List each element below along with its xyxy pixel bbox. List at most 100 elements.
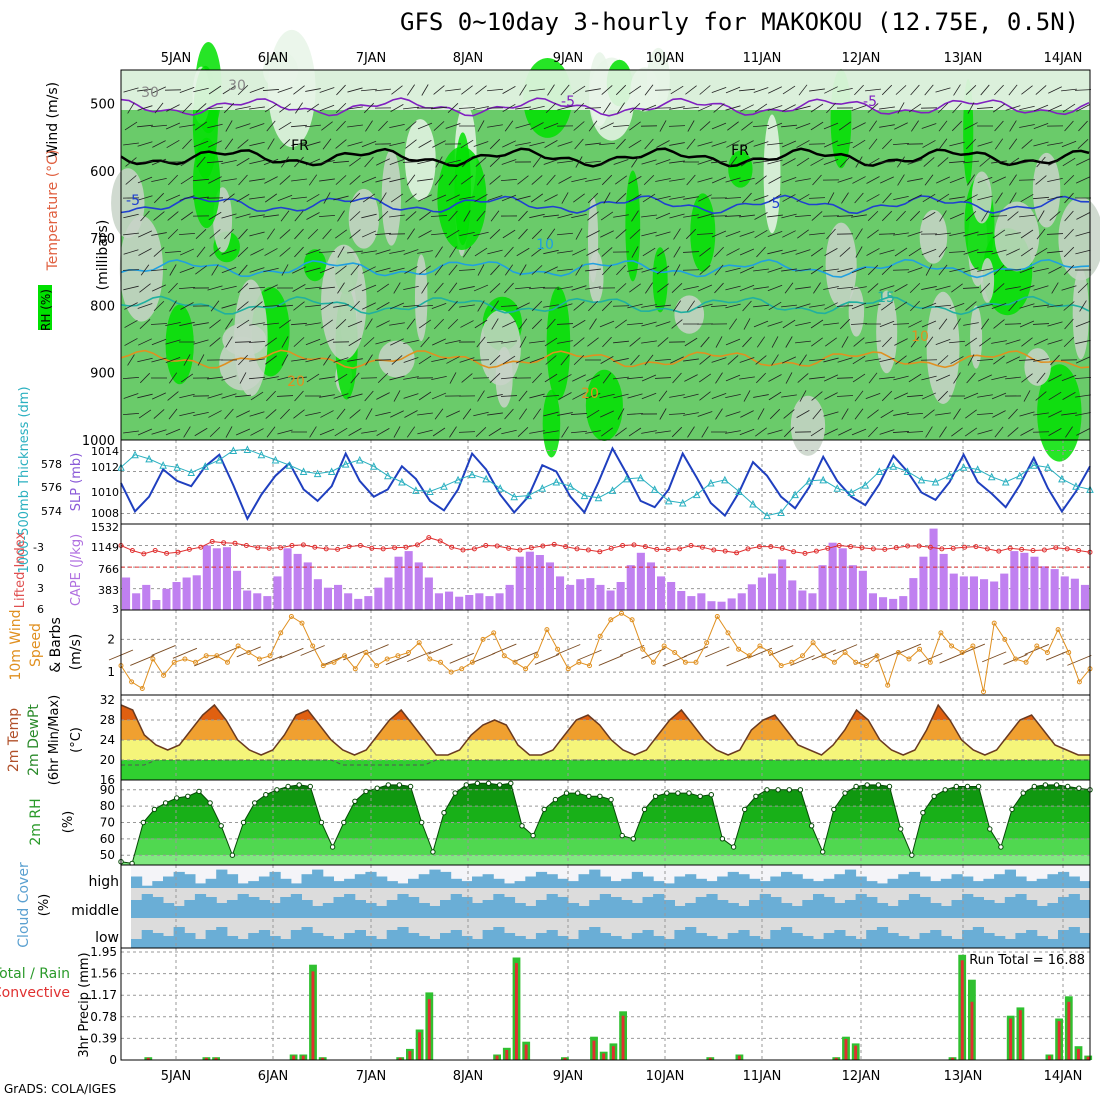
cloud-bar-low bbox=[791, 933, 803, 948]
wind-barb bbox=[909, 210, 921, 222]
wind-barb bbox=[193, 322, 209, 326]
cape-bar bbox=[455, 596, 464, 610]
wind-barb bbox=[390, 193, 404, 203]
cape-bar bbox=[323, 587, 332, 610]
slp-tick-label: 1014 bbox=[91, 445, 119, 458]
wind-barb bbox=[669, 106, 685, 110]
slp-tick-label: 1012 bbox=[91, 461, 119, 474]
wind-barb bbox=[893, 392, 909, 400]
cloud-bar-high bbox=[258, 876, 271, 888]
wind-barb bbox=[123, 232, 139, 236]
wind-barb bbox=[613, 393, 629, 399]
wind-barb bbox=[519, 336, 527, 348]
wind-barb bbox=[249, 214, 265, 218]
wind-barb bbox=[631, 210, 639, 222]
lifted-index-point bbox=[973, 544, 979, 550]
wind-barb bbox=[881, 390, 893, 402]
cloud-bar-high bbox=[1015, 876, 1027, 888]
cloud-bar-low bbox=[194, 939, 207, 948]
wind-barb bbox=[936, 193, 950, 203]
day-tick-label-bottom: 14JAN bbox=[1044, 1069, 1083, 1084]
wind-barb bbox=[907, 178, 923, 182]
wind-barb bbox=[601, 247, 613, 257]
wind-barb bbox=[701, 426, 709, 438]
wind-barb bbox=[795, 249, 811, 255]
cloud-bar-low bbox=[685, 927, 697, 948]
wind-barb bbox=[684, 374, 698, 382]
wind-barb bbox=[672, 372, 682, 384]
thickness-marker bbox=[777, 508, 785, 516]
cloud-bar-middle bbox=[706, 894, 718, 918]
wind-barb bbox=[515, 286, 531, 290]
wind-barb bbox=[418, 355, 432, 365]
wind-barb bbox=[571, 413, 587, 415]
cloud-bar-middle bbox=[759, 894, 771, 918]
temperature-tick-label: 16 bbox=[100, 773, 115, 787]
rh-point bbox=[407, 783, 414, 790]
wind-barb bbox=[977, 107, 993, 109]
wind-barb bbox=[237, 247, 249, 257]
wind-barb bbox=[197, 354, 205, 366]
wind-barb bbox=[347, 250, 363, 254]
thickness-marker bbox=[524, 491, 533, 500]
wind-barb bbox=[153, 300, 165, 312]
wind-barb bbox=[868, 426, 878, 438]
thickness-marker bbox=[482, 474, 490, 483]
lifted-index-point bbox=[779, 545, 785, 551]
cloud-bar-high bbox=[962, 876, 974, 888]
wind-speed-point bbox=[363, 650, 369, 655]
wind-barb bbox=[309, 426, 317, 438]
wind-barb bbox=[657, 283, 669, 293]
wind-barb bbox=[924, 84, 934, 96]
rh-point bbox=[274, 787, 280, 793]
wind-barb bbox=[811, 391, 823, 401]
wind-barb bbox=[305, 322, 321, 326]
thickness-marker bbox=[791, 490, 799, 499]
cloud-bar-low bbox=[173, 927, 185, 948]
isotherm-20 bbox=[120, 349, 1090, 370]
wind-speed-point bbox=[1066, 650, 1072, 655]
wind-barb bbox=[628, 176, 642, 184]
wind-speed-point bbox=[991, 620, 997, 626]
wind-speed-point bbox=[469, 659, 475, 665]
wind-barb bbox=[1077, 139, 1089, 149]
convective-bar bbox=[398, 1057, 402, 1060]
wind-barb bbox=[683, 358, 699, 362]
wind-barb bbox=[938, 318, 948, 330]
cape-bar bbox=[122, 577, 131, 610]
wind-barb bbox=[921, 392, 937, 400]
wind-barb bbox=[669, 160, 685, 164]
cloud-bar-low bbox=[131, 939, 143, 948]
thickness-marker bbox=[313, 469, 322, 478]
wind-barb bbox=[209, 426, 221, 438]
cloud-bar-high bbox=[631, 871, 643, 888]
wind-barb bbox=[698, 373, 712, 383]
lifted-index-point bbox=[392, 545, 398, 551]
wind-barb bbox=[1048, 266, 1062, 274]
surface-wind-barb bbox=[939, 652, 964, 664]
wind-barb bbox=[294, 156, 304, 168]
wind-barb bbox=[839, 247, 851, 257]
wind-barb bbox=[293, 409, 305, 419]
wind-barb bbox=[264, 337, 278, 347]
wind-barb bbox=[742, 336, 752, 348]
thickness-marker bbox=[215, 455, 224, 464]
wind-barb bbox=[169, 300, 177, 312]
wind-barb bbox=[333, 160, 349, 164]
wind-barb bbox=[179, 195, 195, 201]
cloud-bar-high bbox=[386, 881, 398, 888]
thickness-marker bbox=[454, 475, 462, 484]
cloud-bar-high bbox=[493, 878, 505, 888]
cape-bar bbox=[798, 590, 807, 610]
surface-wind-barb bbox=[300, 645, 325, 656]
wind-barb bbox=[179, 286, 195, 290]
wind-barb bbox=[810, 158, 824, 166]
lifted-index-point bbox=[734, 550, 740, 556]
cloud-bar-middle bbox=[237, 894, 249, 918]
wind-barb bbox=[573, 301, 585, 311]
wind-barb bbox=[487, 412, 503, 416]
wind-barb bbox=[504, 408, 514, 420]
wind-barb bbox=[617, 102, 625, 114]
cloud-bar-middle bbox=[322, 903, 334, 918]
wind-barb bbox=[699, 121, 711, 131]
